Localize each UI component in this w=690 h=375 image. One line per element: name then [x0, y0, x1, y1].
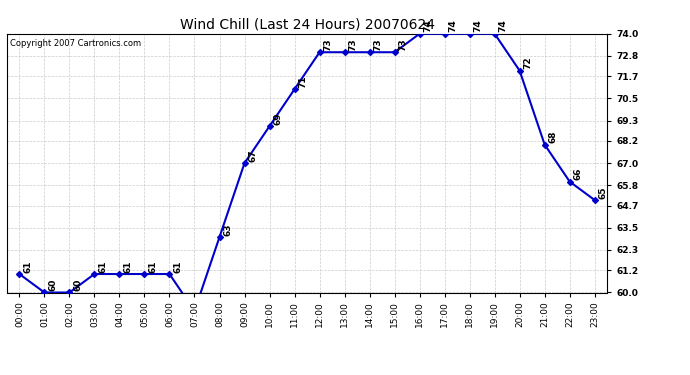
Text: 63: 63	[224, 223, 233, 236]
Text: 73: 73	[399, 38, 408, 51]
Title: Wind Chill (Last 24 Hours) 20070624: Wind Chill (Last 24 Hours) 20070624	[179, 17, 435, 31]
Text: 60: 60	[48, 279, 57, 291]
Text: 73: 73	[324, 38, 333, 51]
Text: 68: 68	[549, 131, 558, 143]
Text: 74: 74	[499, 20, 508, 32]
Text: Copyright 2007 Cartronics.com: Copyright 2007 Cartronics.com	[10, 39, 141, 48]
Text: 74: 74	[448, 20, 457, 32]
Text: 72: 72	[524, 57, 533, 69]
Text: 65: 65	[599, 186, 608, 199]
Text: 59: 59	[0, 374, 1, 375]
Text: 67: 67	[248, 149, 257, 162]
Text: 73: 73	[348, 38, 357, 51]
Text: 61: 61	[148, 260, 157, 273]
Text: 61: 61	[124, 260, 132, 273]
Text: 69: 69	[274, 112, 283, 125]
Text: 60: 60	[74, 279, 83, 291]
Text: 61: 61	[174, 260, 183, 273]
Text: 61: 61	[23, 260, 32, 273]
Text: 74: 74	[474, 20, 483, 32]
Text: 71: 71	[299, 75, 308, 88]
Text: 74: 74	[424, 20, 433, 32]
Text: 73: 73	[374, 38, 383, 51]
Text: 61: 61	[99, 260, 108, 273]
Text: 66: 66	[574, 168, 583, 180]
